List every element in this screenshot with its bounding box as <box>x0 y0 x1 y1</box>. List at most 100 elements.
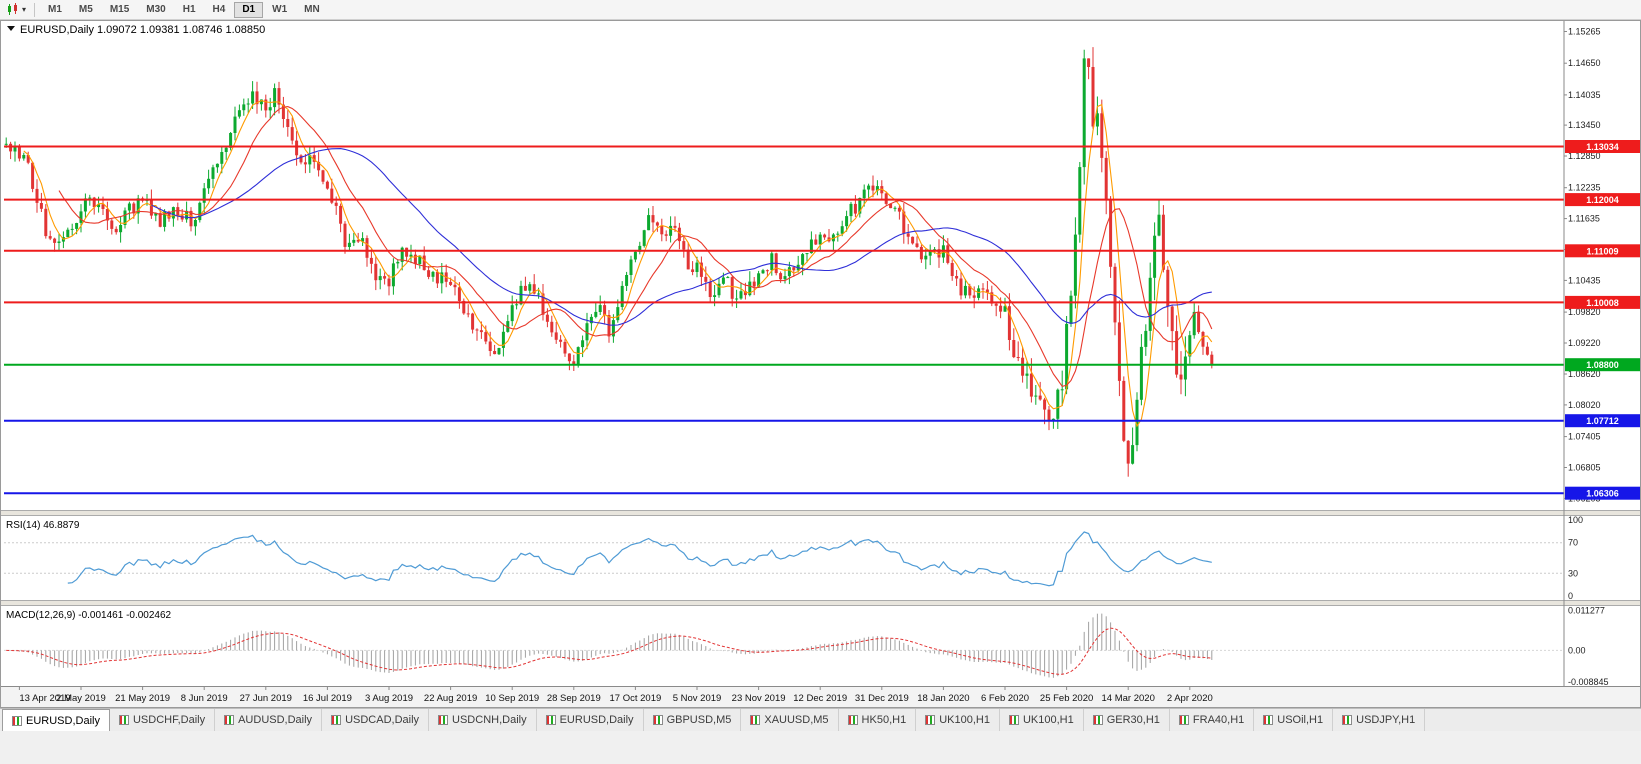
price-tick-label: 1.12850 <box>1568 151 1601 161</box>
price-line-label-text: 1.11009 <box>1586 246 1618 256</box>
chart-tab-usdcnh-daily[interactable]: USDCNH,Daily <box>429 709 537 731</box>
mini-chart-icon <box>118 715 129 725</box>
rsi-axis-label: 100 <box>1568 515 1583 525</box>
mini-chart-icon <box>1342 715 1353 725</box>
date-tick-label: 2 May 2019 <box>56 693 106 704</box>
macd-header: MACD(12,26,9) -0.001461 -0.002462 <box>6 610 172 621</box>
date-tick-label: 28 Sep 2019 <box>547 693 601 704</box>
price-tick-label: 1.06805 <box>1568 463 1601 473</box>
date-tick-label: 31 Dec 2019 <box>855 693 909 704</box>
chart-tab-label: EURUSD,Daily <box>559 714 634 726</box>
chart-tab-eurusd-daily[interactable]: EURUSD,Daily <box>537 709 644 731</box>
date-tick-label: 25 Feb 2020 <box>1040 693 1093 704</box>
rsi-axis-label: 30 <box>1568 568 1578 578</box>
chevron-down-icon: ▾ <box>22 4 27 14</box>
moving-average-5-line <box>23 100 1213 428</box>
symbol-dropdown-icon[interactable] <box>7 26 15 31</box>
toolbar-separator <box>34 2 36 17</box>
price-tick-label: 1.09820 <box>1568 307 1601 317</box>
moving-average-34-line <box>151 148 1212 326</box>
price-line-label-text: 1.12004 <box>1586 195 1619 205</box>
macd-axis-label: 0.00 <box>1568 645 1586 655</box>
timeframe-button-group: M1 M5 M15 M30 H1 H4 D1 W1 MN <box>40 1 328 18</box>
chart-tab-uk100-h1[interactable]: UK100,H1 <box>916 709 1000 731</box>
macd-axis-label: 0.011277 <box>1568 605 1605 615</box>
price-line-label-1.13034 <box>1565 140 1640 153</box>
timeframe-button-w1[interactable]: W1 <box>272 3 288 15</box>
timeframe-button-m15[interactable]: M15 <box>109 3 130 15</box>
date-tick-label: 10 Sep 2019 <box>485 693 539 704</box>
price-line-label-1.12004 <box>1565 193 1640 207</box>
chart-tab-eurusd-daily[interactable]: EURUSD,Daily <box>2 709 110 731</box>
chart-tab-label: XAUUSD,M5 <box>764 714 829 726</box>
date-tick-label: 16 Jul 2019 <box>303 693 352 704</box>
price-tick-label: 1.09220 <box>1568 338 1601 348</box>
mini-chart-icon <box>652 715 663 725</box>
price-line-label-1.07712 <box>1565 414 1640 428</box>
rsi-axis-label: 0 <box>1568 591 1573 601</box>
price-tick-label: 1.10435 <box>1568 275 1601 285</box>
chart-background <box>1 20 1640 686</box>
price-tick-label: 1.14035 <box>1568 90 1601 100</box>
price-line-label-text: 1.07712 <box>1586 416 1619 426</box>
chart-tab-hk50-h1[interactable]: HK50,H1 <box>839 709 917 731</box>
chart-tab-usdchf-daily[interactable]: USDCHF,Daily <box>110 709 216 731</box>
date-tick-label: 18 Jan 2020 <box>917 693 969 704</box>
mini-chart-icon <box>438 715 449 725</box>
date-tick-label: 8 Jun 2019 <box>181 693 228 704</box>
timeframe-button-d1[interactable]: D1 <box>234 1 264 18</box>
chart-tab-label: USDCNH,Daily <box>452 714 527 726</box>
timeframe-button-m1[interactable]: M1 <box>48 3 62 15</box>
chart-tab-audusd-daily[interactable]: AUDUSD,Daily <box>215 709 323 731</box>
chart-tab-gbpusd-m5[interactable]: GBPUSD,M5 <box>644 709 742 731</box>
macd-histogram <box>10 613 1213 678</box>
timeframe-button-m30[interactable]: M30 <box>146 3 166 15</box>
price-tick-label: 1.12235 <box>1568 183 1601 193</box>
date-tick-label: 21 May 2019 <box>115 693 170 704</box>
mini-chart-icon <box>1008 715 1019 725</box>
panel-separator[interactable] <box>0 600 1641 606</box>
timeframe-button-m5[interactable]: M5 <box>78 3 93 15</box>
chart-canvas[interactable]: 100 70 30 0 0.011277 0.00 -0.008845 1.15265 1.14… <box>0 20 1641 708</box>
chart-tab-xauusd-m5[interactable]: XAUUSD,M5 <box>741 709 839 731</box>
price-tick-label: 1.07405 <box>1568 432 1601 442</box>
date-tick-label: 22 Aug 2019 <box>424 693 477 704</box>
mini-chart-icon <box>925 715 936 725</box>
timeframe-button-h1[interactable]: H1 <box>182 3 196 15</box>
chart-type-button[interactable]: ▾ <box>3 2 29 17</box>
chart-tab-uk100-h1[interactable]: UK100,H1 <box>1000 709 1084 731</box>
timeframe-button-h4[interactable]: H4 <box>212 3 226 15</box>
chart-tab-ger30-h1[interactable]: GER30,H1 <box>1084 709 1170 731</box>
mini-chart-icon <box>1263 715 1274 725</box>
chart-tab-usdcad-daily[interactable]: USDCAD,Daily <box>322 709 430 731</box>
chart-tab-usdjpy-h1[interactable]: USDJPY,H1 <box>1333 709 1426 731</box>
price-line-label-text: 1.13034 <box>1586 142 1619 152</box>
price-line-label-text: 1.10008 <box>1586 298 1619 308</box>
chart-tab-label: EURUSD,Daily <box>26 714 100 727</box>
date-tick-label: 2 Apr 2020 <box>1167 693 1213 704</box>
chart-tab-fra40-h1[interactable]: FRA40,H1 <box>1170 709 1255 731</box>
rsi-header: RSI(14) 46.8879 <box>6 520 80 531</box>
chart-tab-usoil-h1[interactable]: USOil,H1 <box>1254 709 1334 731</box>
date-tick-label: 27 Jun 2019 <box>240 693 292 704</box>
mini-chart-icon <box>331 715 342 725</box>
price-tick-label: 1.14650 <box>1568 58 1601 68</box>
price-line-label-1.10008 <box>1565 295 1640 309</box>
chart-tab-label: UK100,H1 <box>939 714 990 726</box>
price-tick-label: 1.11635 <box>1568 214 1600 224</box>
mini-chart-icon <box>545 715 556 725</box>
chart-tab-label: USDCHF,Daily <box>132 714 206 726</box>
timeframe-button-mn[interactable]: MN <box>304 3 320 15</box>
date-tick-label: 3 Aug 2019 <box>365 693 413 704</box>
date-tick-label: 14 Mar 2020 <box>1102 693 1155 704</box>
chart-tab-label: USDJPY,H1 <box>1356 714 1416 726</box>
date-tick-label: 5 Nov 2019 <box>673 693 722 704</box>
chart-tabs-bar: EURUSD,Daily USDCHF,Daily AUDUSD,Daily USDC… <box>0 708 1641 731</box>
mini-chart-icon <box>847 715 858 725</box>
chart-tab-label: UK100,H1 <box>1022 714 1074 726</box>
panel-separator[interactable] <box>0 510 1641 516</box>
date-tick-label: 17 Oct 2019 <box>610 693 662 704</box>
date-tick-label: 23 Nov 2019 <box>732 693 786 704</box>
chart-tab-label: USDCAD,Daily <box>345 714 420 726</box>
